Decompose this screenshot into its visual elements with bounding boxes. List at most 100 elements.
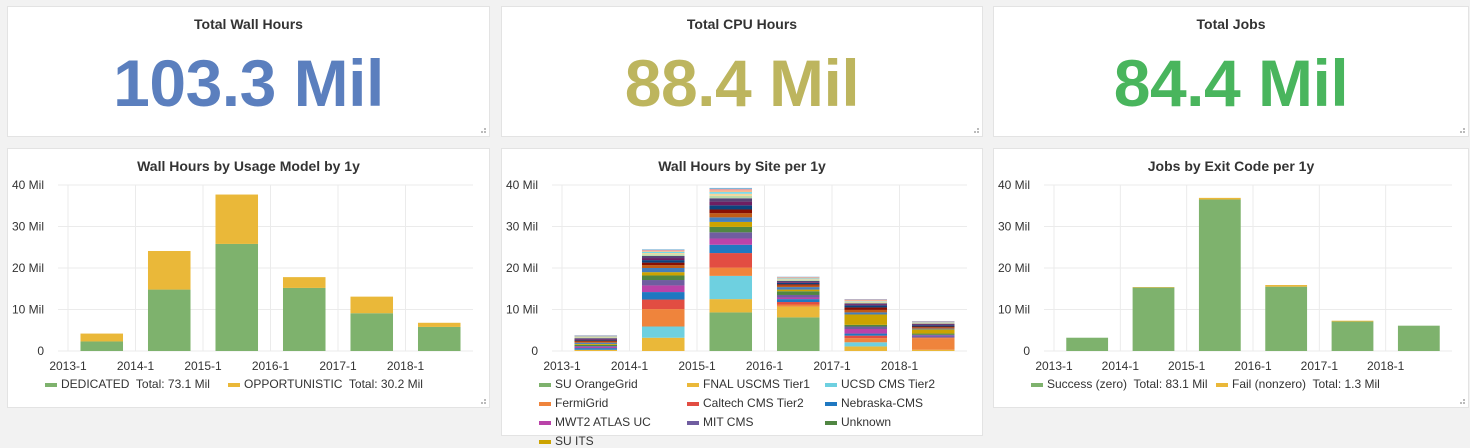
bar-segment[interactable] (911, 333, 955, 335)
bar-segment[interactable] (574, 346, 618, 347)
bar-segment[interactable] (844, 309, 888, 313)
bar-segment[interactable] (911, 321, 955, 323)
bar-segment[interactable] (641, 265, 685, 268)
bar-segment[interactable] (574, 336, 618, 337)
bar-segment[interactable] (911, 321, 955, 323)
bar-segment[interactable] (641, 260, 685, 263)
bar-segment[interactable] (911, 328, 955, 330)
legend-item[interactable]: Unknown (825, 415, 891, 429)
bar-segment[interactable] (776, 299, 820, 303)
bar-segment[interactable] (641, 292, 685, 300)
resize-handle-icon[interactable] (478, 125, 486, 133)
bar-segment[interactable] (709, 275, 753, 300)
legend-item[interactable]: SU OrangeGrid (539, 377, 638, 391)
bar-segment[interactable] (709, 187, 753, 190)
bar-segment[interactable] (776, 284, 820, 286)
bar-segment[interactable] (776, 280, 820, 281)
resize-handle-icon[interactable] (478, 396, 486, 404)
bar-segment[interactable] (641, 268, 685, 273)
bar-segment[interactable] (709, 209, 753, 214)
bar-segment[interactable] (911, 326, 955, 328)
bar-segment[interactable] (641, 326, 685, 338)
bar-segment[interactable] (574, 337, 618, 339)
bar-segment[interactable] (215, 243, 259, 351)
bar-segment[interactable] (776, 317, 820, 351)
bar-segment[interactable] (776, 279, 820, 281)
bar-segment[interactable] (844, 335, 888, 339)
bar-segment[interactable] (709, 253, 753, 268)
bar-segment[interactable] (844, 305, 888, 308)
bar-segment[interactable] (1198, 199, 1241, 351)
bar-segment[interactable] (911, 334, 955, 336)
bar-segment[interactable] (574, 340, 618, 342)
bar-segment[interactable] (641, 272, 685, 276)
bar-segment[interactable] (709, 189, 753, 191)
bar-segment[interactable] (776, 278, 820, 280)
bar-segment[interactable] (844, 329, 888, 334)
bar-segment[interactable] (641, 299, 685, 310)
bar-segment[interactable] (776, 287, 820, 290)
bar-segment[interactable] (709, 201, 753, 206)
bar-segment[interactable] (709, 198, 753, 202)
bar-segment[interactable] (574, 338, 618, 340)
bar-segment[interactable] (776, 285, 820, 288)
bar-segment[interactable] (844, 300, 888, 302)
bar-segment[interactable] (844, 346, 888, 351)
bar-segment[interactable] (911, 322, 955, 323)
bar-segment[interactable] (844, 299, 888, 301)
bar-segment[interactable] (574, 336, 618, 338)
bar-segment[interactable] (776, 282, 820, 285)
bar-segment[interactable] (911, 325, 955, 327)
bar-segment[interactable] (844, 324, 888, 327)
bar-segment[interactable] (574, 348, 618, 350)
legend-item[interactable]: Caltech CMS Tier2 (687, 396, 804, 410)
bar-segment[interactable] (641, 337, 685, 351)
bar-segment[interactable] (911, 324, 955, 326)
bar-segment[interactable] (641, 285, 685, 293)
bar-segment[interactable] (911, 335, 955, 337)
legend-item[interactable]: FNAL USCMS Tier1 (687, 377, 810, 391)
bar-segment[interactable] (641, 255, 685, 259)
legend-item[interactable]: Success (zero) Total: 83.1 Mil (1031, 377, 1208, 391)
bar-segment[interactable] (1132, 287, 1175, 351)
resize-handle-icon[interactable] (971, 125, 979, 133)
bar-segment[interactable] (641, 258, 685, 261)
bar-segment[interactable] (641, 251, 685, 254)
bar-segment[interactable] (641, 275, 685, 281)
legend-item[interactable]: Nebraska-CMS (825, 396, 923, 410)
bar-segment[interactable] (911, 338, 955, 350)
bar-segment[interactable] (709, 205, 753, 210)
bar-segment[interactable] (350, 313, 394, 351)
legend-item[interactable]: DEDICATED Total: 73.1 Mil (45, 377, 210, 391)
bar-segment[interactable] (1132, 287, 1175, 288)
bar-segment[interactable] (776, 277, 820, 278)
bar-segment[interactable] (776, 291, 820, 295)
bar-segment[interactable] (844, 338, 888, 343)
bar-segment[interactable] (911, 322, 955, 324)
bar-segment[interactable] (147, 250, 191, 290)
bar-segment[interactable] (844, 326, 888, 330)
legend-item[interactable]: Fail (nonzero) Total: 1.3 Mil (1216, 377, 1380, 391)
bar-segment[interactable] (417, 326, 461, 351)
bar-chart[interactable]: 0 10 Mil 20 Mil 30 Mil 40 Mil 2013-1 2014-1 201… (994, 149, 1470, 409)
bar-segment[interactable] (709, 226, 753, 233)
bar-segment[interactable] (1331, 320, 1374, 322)
bar-segment[interactable] (574, 349, 618, 351)
legend-item[interactable]: OPPORTUNISTIC Total: 30.2 Mil (228, 377, 423, 391)
bar-segment[interactable] (641, 250, 685, 251)
bar-segment[interactable] (709, 238, 753, 245)
bar-segment[interactable] (709, 232, 753, 239)
bar-segment[interactable] (709, 195, 753, 199)
bar-segment[interactable] (844, 307, 888, 310)
bar-segment[interactable] (641, 249, 685, 251)
bar-segment[interactable] (709, 192, 753, 194)
bar-segment[interactable] (574, 338, 618, 339)
bar-segment[interactable] (80, 333, 124, 342)
bar-segment[interactable] (776, 294, 820, 298)
bar-segment[interactable] (1265, 286, 1308, 351)
bar-segment[interactable] (641, 280, 685, 286)
bar-segment[interactable] (574, 341, 618, 343)
bar-segment[interactable] (80, 341, 124, 351)
bar-segment[interactable] (776, 280, 820, 283)
bar-segment[interactable] (776, 289, 820, 292)
